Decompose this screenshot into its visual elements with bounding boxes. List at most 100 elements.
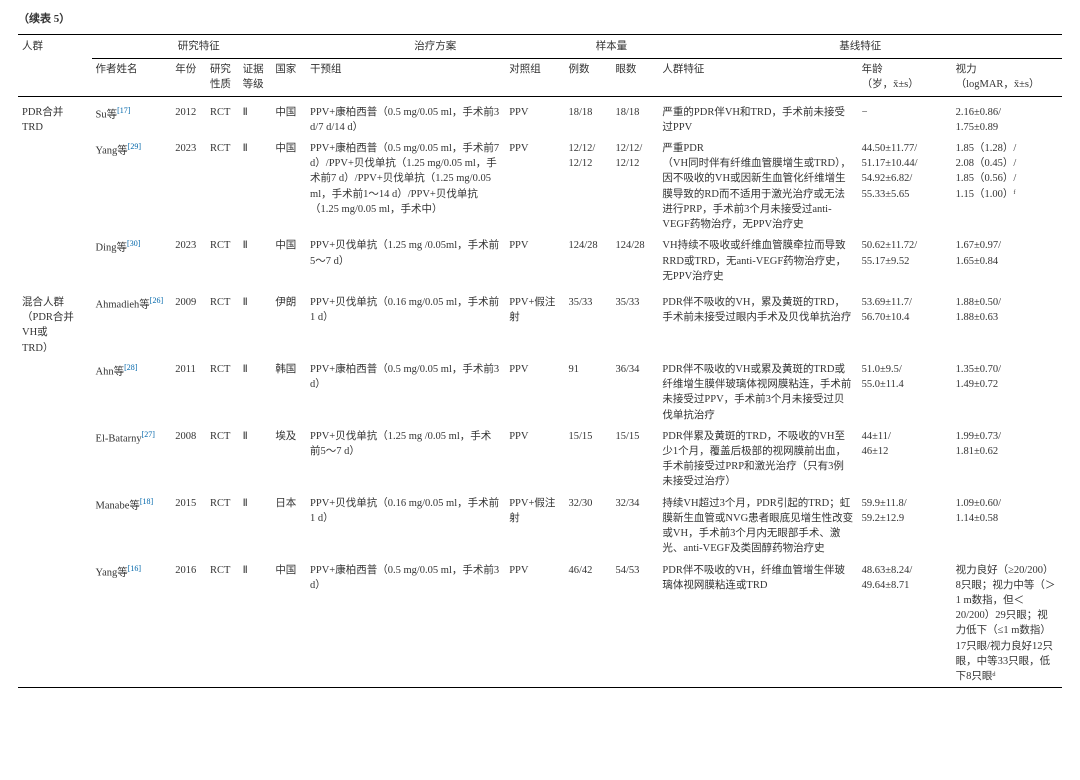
cell: 48.63±8.24/49.64±8.71: [858, 560, 952, 688]
cell: Manabe等[18]: [92, 493, 172, 560]
cell: PPV: [505, 560, 564, 688]
cell: Ⅱ: [239, 560, 272, 688]
cell: RCT: [206, 560, 239, 688]
col-population: 人群: [18, 34, 92, 96]
table-row: El-Batarny[27]2008RCTⅡ埃及PPV+贝伐单抗（1.25 mg…: [18, 426, 1062, 493]
cell: RCT: [206, 493, 239, 560]
cell: RCT: [206, 426, 239, 493]
cell: 视力良好（≥20/200）8只眼；视力中等（＞1 m数指，但＜20/200）29…: [952, 560, 1062, 688]
cell: VH持续不吸收或纤维血管膜牵拉而导致RRD或TRD，无anti-VEGF药物治疗…: [658, 235, 857, 287]
cell: RCT: [206, 287, 239, 359]
col-control: 对照组: [505, 59, 564, 96]
cell: 日本: [271, 493, 306, 560]
cell: [18, 493, 92, 560]
cell: 35/33: [611, 287, 658, 359]
table-caption: （续表 5）: [18, 12, 1062, 28]
col-type: 研究性质: [206, 59, 239, 96]
cell: 中国: [271, 138, 306, 235]
cell: 中国: [271, 560, 306, 688]
cell: 2011: [171, 359, 206, 426]
cell: Ⅱ: [239, 493, 272, 560]
grp-sample: 样本量: [564, 34, 658, 58]
col-va: 视力（logMAR，x̄±s）: [952, 59, 1062, 96]
cell: [18, 426, 92, 493]
cell: PPV: [505, 235, 564, 287]
cell: PPV+康柏西普（0.5 mg/0.05 ml，手术前3 d）: [306, 560, 505, 688]
cell: 59.9±11.8/59.2±12.9: [858, 493, 952, 560]
cell: PPV+假注射: [505, 493, 564, 560]
cell: 15/15: [611, 426, 658, 493]
cell: Yang等[16]: [92, 560, 172, 688]
grp-baseline: 基线特征: [658, 34, 1062, 58]
cell: PPV+康柏西普（0.5 mg/0.05 ml，手术前3 d/7 d/14 d）: [306, 96, 505, 138]
cell: 12/12/12/12: [564, 138, 611, 235]
col-interv: 干预组: [306, 59, 505, 96]
cell: Ⅱ: [239, 138, 272, 235]
cell: PPV+康柏西普（0.5 mg/0.05 ml，手术前7 d）/PPV+贝伐单抗…: [306, 138, 505, 235]
cell: El-Batarny[27]: [92, 426, 172, 493]
cell: PDR伴累及黄斑的TRD，不吸收的VH至少1个月，覆盖后极部的视网膜前出血，手术…: [658, 426, 857, 493]
cell: 15/15: [564, 426, 611, 493]
cell: RCT: [206, 359, 239, 426]
cell: PPV+贝伐单抗（1.25 mg /0.05 ml，手术前5～7 d）: [306, 426, 505, 493]
cell: PDR合并TRD: [18, 96, 92, 138]
col-author: 作者姓名: [92, 59, 172, 96]
cell: 中国: [271, 235, 306, 287]
cell: PPV+康柏西普（0.5 mg/0.05 ml，手术前3 d）: [306, 359, 505, 426]
cell: Ⅱ: [239, 235, 272, 287]
cell: 严重PDR（VH同时伴有纤维血管膜增生或TRD），因不吸收的VH或因新生血管化纤…: [658, 138, 857, 235]
cell: 2009: [171, 287, 206, 359]
cell: 2023: [171, 235, 206, 287]
cell: RCT: [206, 138, 239, 235]
cell: PPV+贝伐单抗（1.25 mg /0.05ml，手术前5～7 d）: [306, 235, 505, 287]
cell: RCT: [206, 235, 239, 287]
col-country: 国家: [271, 59, 306, 96]
cell: RCT: [206, 96, 239, 138]
cell: 91: [564, 359, 611, 426]
table-row: Manabe等[18]2015RCTⅡ日本PPV+贝伐单抗（0.16 mg/0.…: [18, 493, 1062, 560]
cell: 1.09±0.60/1.14±0.58: [952, 493, 1062, 560]
cell: 54/53: [611, 560, 658, 688]
cell: 2016: [171, 560, 206, 688]
cell: 32/34: [611, 493, 658, 560]
cell: 53.69±11.7/56.70±10.4: [858, 287, 952, 359]
col-char: 人群特征: [658, 59, 857, 96]
cell: 韩国: [271, 359, 306, 426]
cell: Su等[17]: [92, 96, 172, 138]
cell: PPV+贝伐单抗（0.16 mg/0.05 ml，手术前1 d）: [306, 493, 505, 560]
table-row: Ahn等[28]2011RCTⅡ韩国PPV+康柏西普（0.5 mg/0.05 m…: [18, 359, 1062, 426]
cell: 12/12/12/12: [611, 138, 658, 235]
cell: 1.85（1.28）/2.08（0.45）/1.85（0.56）/1.15（1.…: [952, 138, 1062, 235]
table-header: 人群 研究特征 治疗方案 样本量 基线特征 作者姓名 年份 研究性质 证据等级 …: [18, 34, 1062, 96]
cell: Ⅱ: [239, 359, 272, 426]
cell: Yang等[29]: [92, 138, 172, 235]
cell: [18, 235, 92, 287]
cell: 51.0±9.5/55.0±11.4: [858, 359, 952, 426]
cell: PPV+假注射: [505, 287, 564, 359]
cell: 混合人群（PDR合并VH或TRD）: [18, 287, 92, 359]
cell: [18, 560, 92, 688]
col-age: 年龄（岁，x̄±s）: [858, 59, 952, 96]
data-table: 人群 研究特征 治疗方案 样本量 基线特征 作者姓名 年份 研究性质 证据等级 …: [18, 34, 1062, 688]
cell: Ahn等[28]: [92, 359, 172, 426]
cell: 36/34: [611, 359, 658, 426]
cell: 50.62±11.72/55.17±9.52: [858, 235, 952, 287]
cell: PPV: [505, 96, 564, 138]
table-row: Yang等[16]2016RCTⅡ中国PPV+康柏西普（0.5 mg/0.05 …: [18, 560, 1062, 688]
cell: 18/18: [611, 96, 658, 138]
cell: Ⅱ: [239, 426, 272, 493]
cell: 持续VH超过3个月，PDR引起的TRD；虹膜新生血管或NVG患者眼底见增生性改变…: [658, 493, 857, 560]
cell: PDR伴不吸收的VH，累及黄斑的TRD，手术前未接受过眼内手术及贝伐单抗治疗: [658, 287, 857, 359]
cell: PPV: [505, 359, 564, 426]
table-row: Yang等[29]2023RCTⅡ中国PPV+康柏西普（0.5 mg/0.05 …: [18, 138, 1062, 235]
cell: Ahmadieh等[26]: [92, 287, 172, 359]
cell: PDR伴不吸收的VH，纤维血管增生伴玻璃体视网膜粘连或TRD: [658, 560, 857, 688]
table-body: PDR合并TRDSu等[17]2012RCTⅡ中国PPV+康柏西普（0.5 mg…: [18, 96, 1062, 688]
cell: 1.99±0.73/1.81±0.62: [952, 426, 1062, 493]
col-cases: 例数: [564, 59, 611, 96]
cell: 严重的PDR伴VH和TRD，手术前未接受过PPV: [658, 96, 857, 138]
cell: 2023: [171, 138, 206, 235]
cell: 2015: [171, 493, 206, 560]
cell: 中国: [271, 96, 306, 138]
cell: [18, 359, 92, 426]
